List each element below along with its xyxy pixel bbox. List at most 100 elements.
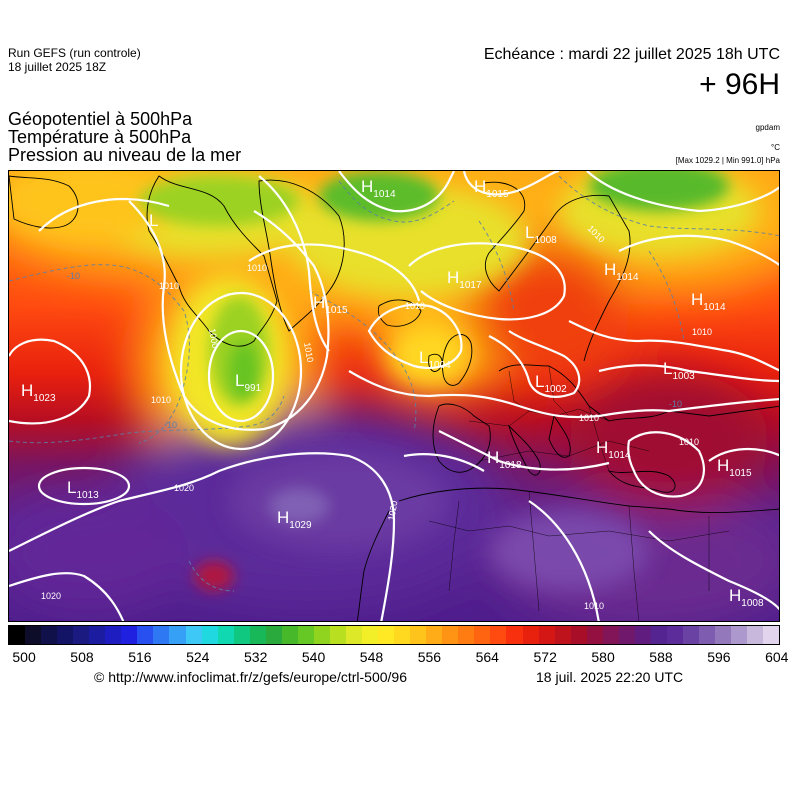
- colorbar-swatch: [586, 626, 603, 644]
- pressure-center: L1002: [535, 372, 567, 395]
- isobar-label: 1010: [584, 601, 604, 611]
- colorbar-swatch: [329, 626, 346, 644]
- colorbar-swatch: [699, 626, 716, 644]
- isobar-label: 1020: [386, 500, 399, 521]
- colorbar-swatch: [25, 626, 42, 644]
- colorbar-swatch: [634, 626, 651, 644]
- colorbar-swatch: [249, 626, 266, 644]
- colorbar-swatch: [458, 626, 475, 644]
- colorbar-swatch: [522, 626, 539, 644]
- colorbar-swatch: [538, 626, 555, 644]
- pressure-center: L1003: [663, 359, 695, 382]
- colorbar-tick-label: 500: [12, 649, 36, 665]
- colorbar-swatch: [426, 626, 443, 644]
- source-url: © http://www.infoclimat.fr/z/gefs/europe…: [94, 669, 408, 685]
- isotherm-label: -10: [164, 420, 177, 430]
- colorbar-swatch: [121, 626, 138, 644]
- pressure-center: H1023: [21, 381, 56, 404]
- colorbar-swatch: [233, 626, 250, 644]
- pressure-center: H1018: [487, 448, 522, 471]
- pressure-center: H1029: [277, 508, 312, 531]
- colorbar-swatch: [442, 626, 459, 644]
- pressure-center: L1008: [525, 223, 557, 246]
- colorbar-swatch: [217, 626, 234, 644]
- isobar-label: 1010: [679, 437, 699, 447]
- generated-time: 18 juil. 2025 22:20 UTC: [536, 669, 684, 685]
- colorbar-swatch: [731, 626, 748, 644]
- colorbar-swatch: [378, 626, 395, 644]
- colorbar: [8, 625, 780, 645]
- pressure-center: H1014: [361, 177, 396, 200]
- run-model-label: Run GEFS (run controle): [8, 46, 141, 60]
- colorbar-swatch: [506, 626, 523, 644]
- colorbar-tick-label: 548: [359, 649, 384, 665]
- isobar-label: 1010: [692, 327, 712, 337]
- colorbar-swatch: [715, 626, 732, 644]
- colorbar-swatch: [185, 626, 202, 644]
- variables-legend: Géopotentiel à 500hPa Température à 500h…: [8, 110, 241, 164]
- colorbar-swatch: [89, 626, 106, 644]
- coastlines: [9, 175, 779, 621]
- pressure-center: H1008: [729, 586, 764, 609]
- pressure-center: H1015: [313, 293, 348, 316]
- unit-gpdam: gpdam: [755, 123, 780, 132]
- colorbar-swatch: [602, 626, 619, 644]
- colorbar-swatch: [682, 626, 700, 644]
- colorbar-swatch: [554, 626, 571, 644]
- pressure-center: L1013: [67, 478, 99, 501]
- colorbar-swatch: [137, 626, 154, 644]
- run-info: Run GEFS (run controle) 18 juillet 2025 …: [8, 46, 141, 74]
- colorbar-swatch: [666, 626, 683, 644]
- isobar-labels: 1010 1010 1010 1010 1000 1010 1010 1010 …: [41, 223, 712, 611]
- isobar-label: 1010: [405, 301, 425, 311]
- colorbar-swatch: [41, 626, 58, 644]
- colorbar-swatch: [73, 626, 90, 644]
- unit-celsius: °C: [771, 143, 780, 152]
- pressure-center: L: [149, 211, 158, 230]
- colorbar-swatch: [650, 626, 667, 644]
- colorbar-swatch: [313, 626, 330, 644]
- pressure-center: L991: [235, 371, 262, 394]
- variable-pressure: Pression au niveau de la mer: [8, 145, 242, 165]
- colorbar-tick-label: 596: [707, 649, 731, 665]
- colorbar-tick-label: 604: [765, 649, 788, 665]
- colorbar-swatch: [153, 626, 170, 644]
- isobar-label: 1020: [174, 483, 194, 493]
- pressure-center: L1004: [419, 348, 451, 371]
- pressure-center: H1017: [447, 268, 482, 291]
- colorbar-swatch: [169, 626, 186, 644]
- colorbar-tick-label: 556: [417, 649, 442, 665]
- colorbar-tick-label: 588: [649, 649, 673, 665]
- colorbar-swatch: [618, 626, 635, 644]
- colorbar-tick-label: 564: [475, 649, 499, 665]
- isobar-label: 1010: [247, 263, 267, 273]
- pressure-centers: H1014 H1015 L1008 H1017 H1014 H1014 H101…: [21, 177, 764, 609]
- colorbar-swatch: [490, 626, 507, 644]
- isobar-label: 1010: [302, 342, 315, 363]
- pressure-center: H1015: [717, 456, 752, 479]
- colorbar-swatch: [345, 626, 363, 644]
- colorbar-tick-label: 540: [301, 649, 326, 665]
- isotherms: [9, 175, 779, 592]
- colorbar-swatch: [281, 626, 298, 644]
- colorbar-swatch: [201, 626, 218, 644]
- colorbar-swatch: [297, 626, 314, 644]
- borders: [428, 365, 730, 621]
- isobar-label: 1010: [579, 413, 599, 423]
- colorbar-swatch: [763, 626, 780, 644]
- colorbar-tick-label: 516: [128, 649, 152, 665]
- pressure-center: H1014: [596, 438, 631, 461]
- isobar-label: 1000: [207, 328, 220, 349]
- isobar-label: 1010: [159, 281, 179, 291]
- colorbar-swatch: [394, 626, 411, 644]
- isobar-label: 1010: [151, 395, 171, 405]
- pressure-center: H1014: [691, 290, 726, 313]
- run-date-label: 18 juillet 2025 18Z: [8, 60, 107, 74]
- lead-time-label: + 96H: [699, 68, 780, 101]
- map-canvas: 1010 1010 1010 1010 1000 1010 1010 1010 …: [9, 171, 779, 621]
- colorbar-tick-label: 508: [70, 649, 94, 665]
- colorbar-tick-label: 532: [243, 649, 268, 665]
- pressure-center: H1014: [604, 260, 639, 283]
- colorbar-swatch: [265, 626, 282, 644]
- isotherm-label: -10: [67, 271, 80, 281]
